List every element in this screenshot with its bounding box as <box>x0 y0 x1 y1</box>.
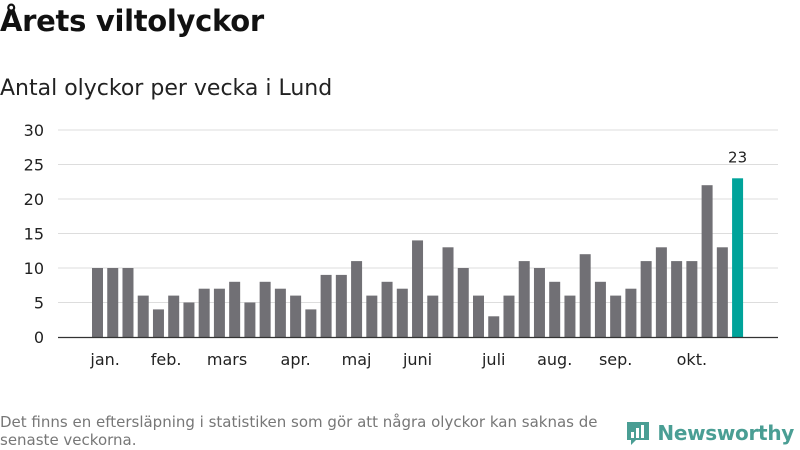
bar <box>137 295 149 337</box>
x-tick-label: juli <box>481 350 505 369</box>
x-tick-label: okt. <box>677 350 707 369</box>
bar <box>457 268 469 337</box>
brand-logo: Newsworthy <box>625 420 794 446</box>
y-tick-label: 0 <box>34 328 44 347</box>
bar <box>564 295 576 337</box>
bar <box>122 268 134 337</box>
bar <box>549 281 561 337</box>
bar <box>229 281 241 337</box>
x-tick-label: apr. <box>281 350 311 369</box>
y-tick-label: 5 <box>34 294 44 313</box>
x-tick-label: feb. <box>151 350 182 369</box>
footnote: Det finns en eftersläpning i statistiken… <box>0 413 598 449</box>
bar <box>488 316 500 337</box>
bar <box>640 261 652 337</box>
bar-chart: 0 5 10 15 20 25 30 23 jan. feb. mars apr. maj juni jul… <box>24 121 778 369</box>
bar <box>274 288 286 337</box>
x-tick-label: aug. <box>537 350 572 369</box>
x-tick-label: juni <box>402 350 432 369</box>
bar-highlight <box>732 178 744 337</box>
x-tick-label: jan. <box>89 350 119 369</box>
bar <box>533 268 545 337</box>
bar <box>701 185 713 337</box>
bar <box>610 295 622 337</box>
chart-subtitle: Antal olyckor per vecka i Lund <box>0 76 333 101</box>
bar <box>716 247 728 337</box>
bar <box>152 309 164 337</box>
bar <box>366 295 378 337</box>
bar <box>518 261 530 337</box>
bar <box>92 268 103 337</box>
bar <box>396 288 408 337</box>
bar <box>183 302 195 337</box>
bar <box>351 261 363 337</box>
x-tick-label: sep. <box>599 350 632 369</box>
bar <box>335 274 347 337</box>
y-tick-label: 25 <box>24 156 44 175</box>
bar <box>671 261 683 337</box>
bar <box>320 274 332 337</box>
y-tick-label: 20 <box>24 190 44 209</box>
chart-title: Årets viltolyckor <box>0 4 264 38</box>
bar <box>305 309 317 337</box>
x-tick-label: mars <box>207 350 247 369</box>
bar <box>579 254 591 337</box>
bar <box>625 288 637 337</box>
bar <box>213 288 225 337</box>
bar <box>442 247 454 337</box>
bar <box>594 281 606 337</box>
bar <box>427 295 439 337</box>
x-tick-label: maj <box>342 350 372 369</box>
bar <box>198 288 210 337</box>
bar <box>244 302 256 337</box>
bar <box>290 295 302 337</box>
bar <box>412 240 424 337</box>
bar <box>655 247 667 337</box>
y-tick-label: 30 <box>24 121 44 140</box>
bar <box>381 281 393 337</box>
bar <box>686 261 698 337</box>
bar <box>259 281 271 337</box>
y-tick-label: 10 <box>24 259 44 278</box>
bar <box>503 295 515 337</box>
y-tick-label: 15 <box>24 225 44 244</box>
bar-chart-logo-icon <box>627 422 650 445</box>
brand-name: Newsworthy <box>657 421 794 445</box>
bar <box>473 295 484 337</box>
data-label: 23 <box>728 148 747 166</box>
bar <box>168 295 180 337</box>
bar <box>107 268 119 337</box>
